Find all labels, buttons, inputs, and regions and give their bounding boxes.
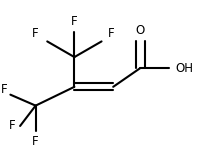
Text: F: F xyxy=(71,15,78,27)
Text: F: F xyxy=(32,27,39,40)
Text: F: F xyxy=(108,27,115,40)
Text: F: F xyxy=(1,83,7,97)
Text: F: F xyxy=(9,119,15,133)
Text: O: O xyxy=(136,24,145,37)
Text: OH: OH xyxy=(175,61,193,75)
Text: F: F xyxy=(32,135,39,148)
